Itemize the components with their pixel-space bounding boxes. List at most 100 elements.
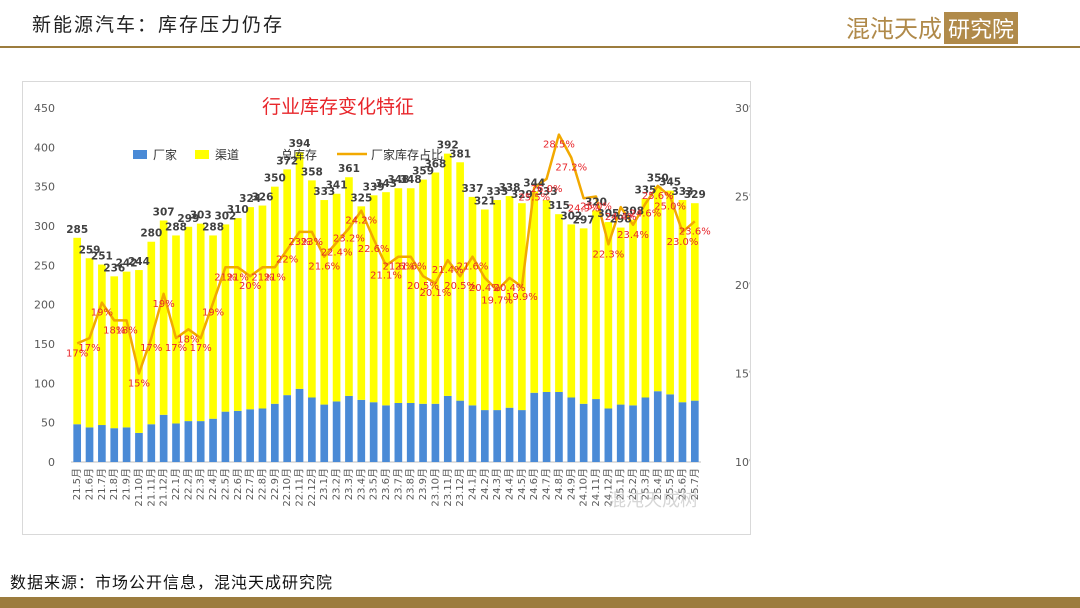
legend-swatch-factory — [133, 150, 147, 159]
bar-channel — [468, 196, 477, 406]
total-data-label: 344 — [523, 177, 545, 189]
bar-channel — [666, 190, 674, 395]
x-tick-label: 24.10月 — [578, 468, 590, 507]
x-tick-label: 22.12月 — [306, 468, 318, 507]
bar-factory — [616, 404, 625, 462]
bar-channel — [382, 192, 390, 406]
bar-factory — [122, 427, 131, 462]
bar-channel — [530, 191, 539, 393]
total-data-label: 381 — [449, 148, 471, 160]
x-tick-label: 25.2月 — [627, 468, 639, 500]
x-tick-label: 23.3月 — [343, 468, 355, 500]
x-tick-label: 21.6月 — [84, 468, 96, 500]
x-tick-label: 22.2月 — [182, 468, 194, 500]
total-data-label: 368 — [424, 159, 446, 171]
ratio-data-label: 19.7% — [481, 295, 513, 306]
bar-factory — [406, 403, 415, 462]
left-tick-label: 50 — [41, 417, 55, 430]
ratio-data-label: 18% — [103, 325, 125, 336]
bar-channel — [233, 218, 242, 411]
total-data-label: 329 — [511, 189, 533, 201]
bar-factory — [542, 391, 551, 462]
logo-box-text: 研究院 — [944, 12, 1019, 44]
bar-factory — [480, 410, 489, 462]
x-tick-label: 23.9月 — [417, 468, 429, 500]
left-tick-label: 400 — [34, 141, 55, 154]
bar-channel — [579, 228, 588, 404]
bar-factory — [641, 397, 650, 462]
bar-factory — [567, 397, 576, 462]
x-tick-label: 21.5月 — [71, 468, 83, 500]
ratio-data-label: 28.5% — [543, 140, 575, 151]
bar-factory — [172, 423, 180, 462]
x-tick-label: 25.6月 — [676, 468, 688, 500]
ratio-data-label: 22.3% — [592, 249, 624, 260]
x-tick-label: 25.7月 — [689, 468, 701, 500]
x-tick-label: 23.6月 — [380, 468, 392, 500]
total-data-label: 242 — [116, 258, 138, 270]
legend-label-ratio: 厂家库存占比 — [371, 147, 443, 162]
ratio-data-label: 21% — [251, 272, 273, 283]
ratio-data-label: 23% — [301, 237, 323, 248]
bar-channel — [419, 179, 427, 404]
ratio-data-label: 25.0% — [580, 202, 612, 213]
ratio-data-label: 22.6% — [358, 244, 390, 255]
bar-channel — [98, 264, 106, 426]
ratio-data-label: 18% — [177, 334, 199, 345]
total-data-label: 280 — [140, 228, 162, 240]
chart-frame: 0 50 100 150 200 250 300 350 400 450 10% 15% 20% 25% 3… — [22, 81, 759, 535]
bar-factory — [98, 425, 106, 462]
bar-factory — [555, 391, 563, 462]
bar-channel — [308, 180, 316, 398]
bar-channel — [653, 186, 662, 392]
total-data-label: 333 — [486, 186, 508, 198]
bar-factory — [579, 403, 588, 462]
left-tick-label: 450 — [34, 102, 55, 115]
total-data-label: 372 — [276, 155, 298, 167]
bar-factory — [518, 410, 526, 462]
bar-channel — [258, 205, 267, 409]
total-data-label: 335 — [634, 184, 656, 196]
bar-channel — [542, 200, 551, 392]
ratio-data-label: 23.0% — [667, 237, 699, 248]
bar-channel — [135, 270, 143, 433]
bar-factory — [419, 403, 427, 462]
x-tick-label: 24.9月 — [565, 468, 577, 500]
ratio-data-label: 18% — [115, 325, 137, 336]
bar-factory — [345, 395, 353, 462]
ratio-data-label: 24.9% — [568, 203, 600, 214]
bar-channel — [172, 235, 180, 424]
x-tick-label: 24.1月 — [466, 468, 478, 500]
x-tick-label: 23.8月 — [405, 468, 417, 500]
total-data-label: 297 — [573, 214, 595, 226]
title-divider — [0, 46, 1080, 48]
bar-factory — [147, 424, 156, 462]
bar-factory — [369, 402, 378, 462]
bar-channel — [196, 223, 205, 422]
total-data-label: 288 — [165, 221, 187, 233]
ratio-data-label: 21% — [227, 272, 249, 283]
total-data-label: 320 — [585, 196, 607, 208]
total-data-label: 339 — [363, 181, 385, 193]
total-data-label: 259 — [79, 244, 101, 256]
bar-channel — [283, 169, 292, 396]
bar-factory — [246, 409, 254, 462]
x-tick-label: 23.4月 — [355, 468, 367, 500]
bar-channel — [394, 188, 403, 403]
ratio-data-label: 21% — [264, 272, 286, 283]
bar-factory — [233, 410, 242, 462]
bar-factory — [258, 408, 267, 462]
bar-factory — [666, 394, 674, 462]
bar-channel — [406, 188, 415, 403]
bar-channel — [456, 162, 464, 401]
ratio-data-label: 17% — [78, 343, 100, 354]
total-data-label: 394 — [289, 138, 311, 150]
x-tick-label: 23.11月 — [442, 468, 454, 507]
total-data-label: 236 — [103, 262, 125, 274]
right-tick-label: 10% — [735, 456, 750, 469]
x-tick-label: 21.9月 — [121, 468, 133, 500]
x-tick-label: 23.7月 — [392, 468, 404, 500]
total-data-label: 324 — [239, 193, 261, 205]
ratio-data-label: 17% — [165, 343, 187, 354]
bar-channel — [369, 195, 378, 403]
